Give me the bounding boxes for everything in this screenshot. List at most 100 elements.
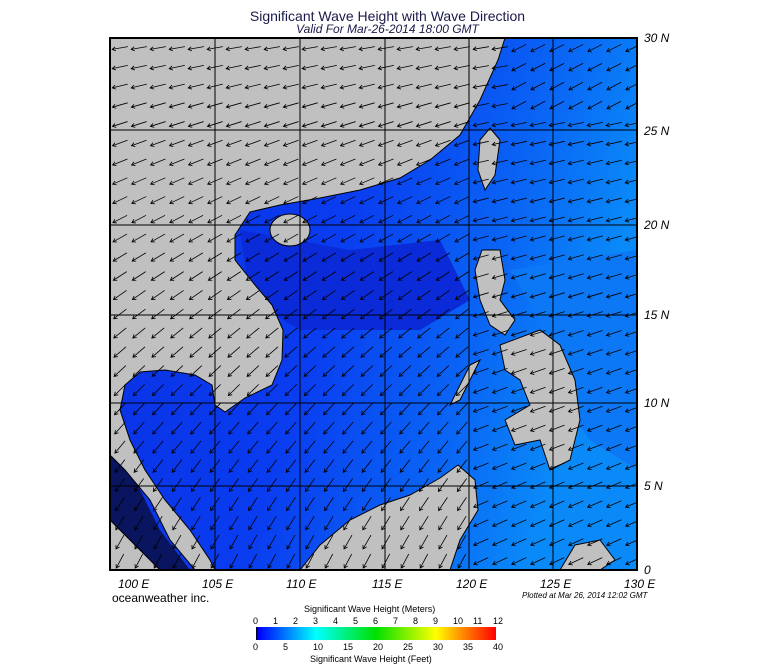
wave-arrow — [304, 478, 315, 493]
wave-arrow — [247, 478, 258, 493]
wave-arrow — [586, 292, 603, 299]
wave-arrow — [510, 462, 527, 471]
wave-arrow — [472, 235, 489, 242]
wave-arrow — [187, 46, 204, 52]
wave-arrow — [168, 177, 185, 186]
wave-arrow — [379, 384, 392, 397]
wave-arrow — [624, 141, 637, 147]
wave-arrow — [381, 534, 391, 550]
wave-arrow — [472, 103, 489, 109]
wave-arrow — [283, 214, 299, 224]
wave-arrow — [322, 327, 336, 339]
colorbar-tick-meters: 5 — [353, 616, 359, 626]
wave-arrow — [548, 386, 565, 394]
wave-arrow — [378, 308, 393, 320]
wave-arrow — [510, 405, 527, 413]
wave-arrow — [567, 349, 584, 356]
wave-arrow — [624, 312, 637, 318]
wave-arrow — [400, 553, 410, 569]
land-visayas-mindanao — [499, 329, 581, 471]
wave-arrow — [226, 308, 241, 320]
wave-arrow — [151, 402, 164, 416]
wave-arrow — [191, 497, 201, 512]
wave-arrow — [548, 311, 565, 318]
wave-arrow — [568, 557, 584, 566]
wave-arrow — [377, 139, 394, 147]
wave-arrow — [130, 139, 147, 147]
wave-arrow — [245, 308, 260, 320]
wave-arrow — [111, 64, 128, 71]
wave-arrow — [567, 481, 584, 490]
wave-arrow — [491, 349, 508, 356]
wave-arrow — [151, 346, 165, 358]
wave-arrow — [530, 100, 546, 110]
wave-arrow — [605, 197, 622, 204]
wave-arrow — [111, 121, 128, 128]
wave-arrow — [190, 440, 202, 454]
wave-arrow — [491, 424, 508, 432]
wave-arrow — [132, 346, 146, 358]
wave-arrow — [491, 178, 508, 185]
wave-arrow — [343, 497, 353, 512]
wave-arrow — [244, 83, 261, 90]
wave-arrow — [284, 346, 298, 358]
wave-arrow — [472, 254, 489, 261]
wave-arrow — [548, 500, 565, 509]
wave-arrow — [360, 384, 373, 397]
wave-arrow — [491, 405, 508, 413]
colorbar-tick-feet: 15 — [343, 642, 354, 652]
wave-arrow — [472, 424, 489, 432]
wave-arrow — [264, 271, 279, 281]
wave-arrow — [472, 462, 489, 471]
wave-arrow — [244, 158, 261, 166]
wave-arrow — [549, 44, 565, 53]
wave-arrow — [529, 311, 546, 318]
wave-arrow — [283, 308, 298, 320]
wave-arrow — [567, 386, 584, 394]
wave-arrow — [377, 177, 394, 186]
wave-arrow — [114, 478, 125, 493]
wave-arrow — [567, 292, 584, 299]
wave-arrow — [416, 271, 431, 281]
wave-arrow — [187, 64, 204, 71]
wave-arrow — [208, 402, 221, 416]
wave-arrow — [168, 64, 185, 71]
wave-arrow — [491, 367, 508, 375]
wave-arrow — [453, 102, 470, 109]
wave-arrow — [417, 365, 431, 377]
wave-arrow — [188, 214, 204, 224]
wave-arrow — [472, 140, 489, 147]
wave-arrow — [285, 478, 296, 493]
wave-arrow — [586, 519, 603, 528]
wave-arrow — [529, 254, 546, 261]
wave-arrow — [187, 139, 204, 147]
wave-arrow — [472, 46, 489, 52]
wave-arrow — [438, 553, 448, 569]
wave-arrow — [624, 426, 637, 432]
wave-arrow — [567, 254, 584, 261]
wave-arrow — [111, 46, 128, 52]
wave-arrow — [188, 308, 203, 320]
wave-arrow — [377, 158, 394, 166]
wave-arrow — [286, 515, 296, 531]
wave-arrow — [400, 534, 410, 550]
wave-arrow — [264, 214, 280, 224]
wave-arrow — [491, 273, 508, 280]
wave-arrow — [263, 102, 280, 109]
wave-arrow — [606, 538, 622, 547]
colorbar-tick-feet: 30 — [433, 642, 444, 652]
wave-arrow — [189, 402, 202, 416]
wave-arrow — [435, 196, 451, 205]
wave-arrow — [548, 519, 565, 528]
wave-arrow — [567, 500, 584, 509]
wave-arrow — [472, 216, 489, 223]
wave-arrow — [226, 196, 242, 205]
wave-arrow — [586, 443, 603, 451]
wave-arrow — [510, 178, 527, 185]
wave-arrow — [511, 557, 527, 566]
wave-arrow — [605, 254, 622, 261]
wave-arrow — [359, 196, 375, 205]
wave-arrow — [358, 102, 375, 109]
wave-arrow — [529, 386, 546, 394]
wave-arrow — [209, 440, 221, 454]
